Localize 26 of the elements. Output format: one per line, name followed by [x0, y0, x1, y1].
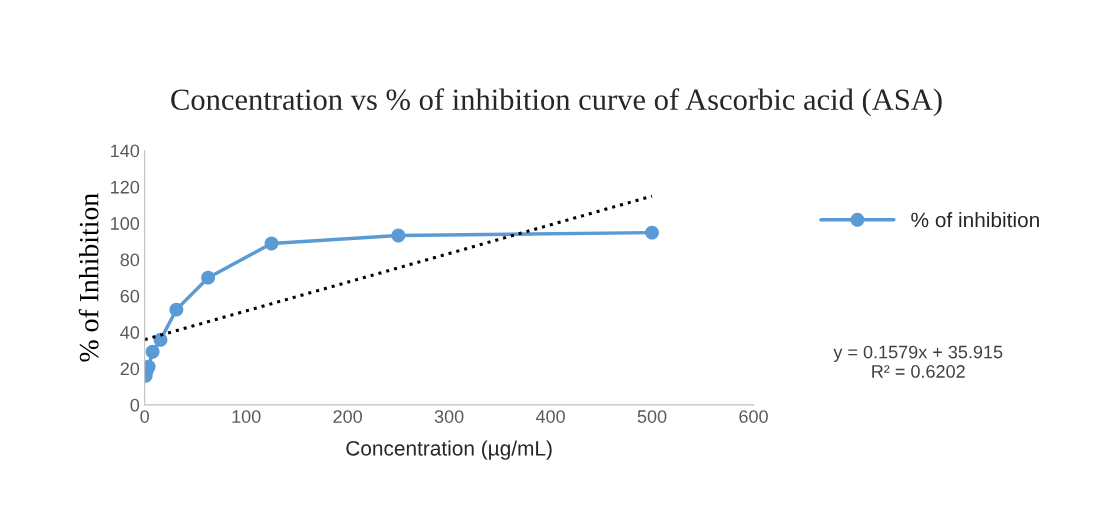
- y-tick-label: 40: [120, 326, 140, 339]
- y-tick-label: 140: [111, 144, 140, 158]
- x-tick-label: 500: [637, 410, 667, 423]
- point: [264, 236, 279, 251]
- x-tick-label: 200: [333, 410, 362, 423]
- y-tick-label: 120: [111, 180, 140, 194]
- y-axis-title: % of Inhibition: [78, 193, 99, 362]
- x-tick-label: 400: [535, 410, 565, 423]
- x-tick-label: 100: [232, 410, 261, 423]
- chart-title: Concentration vs % of inhibition curve of Ascorbic acid (ASA): [171, 88, 942, 117]
- y-tick-label: 0: [130, 398, 140, 412]
- point: [145, 344, 160, 359]
- y-tick-label: 100: [111, 217, 140, 230]
- x-tick-label: 600: [739, 410, 768, 423]
- x-tick-label: 300: [434, 410, 464, 423]
- point: [169, 302, 184, 317]
- x-axis-title: Concentration (µg/mL): [346, 440, 552, 460]
- y-tick-label: 80: [120, 253, 140, 267]
- point: [645, 225, 659, 240]
- text: y = 0.1579x + 35.915 R² = 0.6202: [833, 345, 1003, 378]
- legend-label: % of inhibition: [911, 212, 1039, 228]
- y-tick-label: 60: [120, 289, 140, 303]
- y-tick-label: 20: [120, 362, 140, 376]
- x-tick-label: 0: [140, 410, 150, 423]
- point: [391, 228, 406, 243]
- point: [201, 270, 216, 285]
